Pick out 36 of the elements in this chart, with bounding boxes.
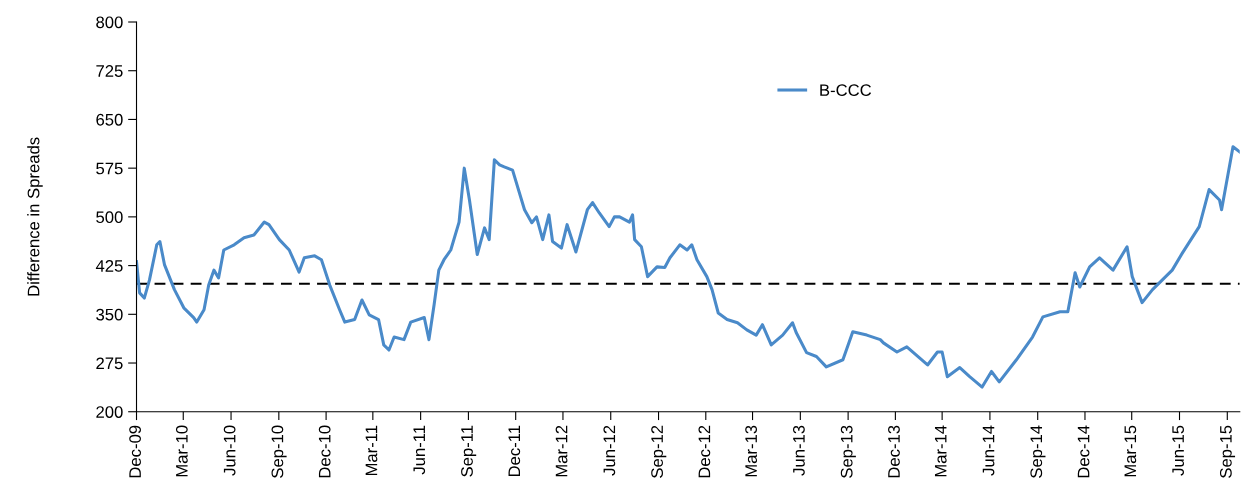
line-series: [136, 145, 1240, 389]
y-axis-title: Difference in Spreads: [27, 137, 43, 296]
y-tick-label: 650: [96, 113, 123, 126]
x-tick-label: Mar-13: [745, 425, 758, 477]
x-tick-label: Mar-11: [365, 425, 378, 476]
x-tick-label: Dec-11: [508, 425, 521, 477]
x-tick-label: Jun-11: [413, 425, 426, 475]
y-tick-label: 500: [96, 211, 123, 224]
y-tick-label: 425: [95, 259, 123, 272]
x-tick-label: Dec-10: [318, 425, 331, 478]
x-tick-label: Sep-12: [651, 425, 667, 478]
x-tick-label: Sep-11: [461, 425, 477, 477]
legend-label: B-CCC: [820, 84, 872, 97]
y-tick-label: 350: [96, 308, 123, 321]
x-tick-label: Dec-13: [888, 425, 900, 478]
y-tick-label: 800: [96, 16, 123, 29]
x-tick-label: Mar-10: [175, 425, 188, 477]
x-tick-label: Jun-14: [982, 425, 995, 476]
x-tick-label: Mar-15: [1124, 425, 1137, 477]
y-tick-label: 575: [96, 162, 123, 175]
x-tick-label: Jun-15: [1172, 425, 1184, 476]
x-tick-label: Sep-10: [271, 425, 287, 478]
y-tick-label: 275: [96, 357, 123, 370]
y-tick-label: 200: [96, 406, 123, 418]
x-tick-label: Mar-12: [555, 425, 568, 477]
x-tick-label: Dec-14: [1077, 425, 1090, 478]
y-tick-label: 725: [96, 65, 123, 77]
x-tick-label: Mar-14: [934, 425, 947, 477]
x-tick-label: Sep-14: [1030, 425, 1046, 478]
x-tick-label: Jun-13: [793, 425, 805, 476]
x-tick-label: Dec-12: [698, 425, 711, 478]
x-tick-label: Dec-09: [129, 425, 141, 478]
x-tick-label: Sep-13: [840, 425, 856, 478]
x-tick-label: Jun-10: [223, 425, 236, 476]
x-tick-label: Jun-12: [603, 425, 616, 476]
x-tick-label: Sep-15: [1219, 425, 1236, 478]
